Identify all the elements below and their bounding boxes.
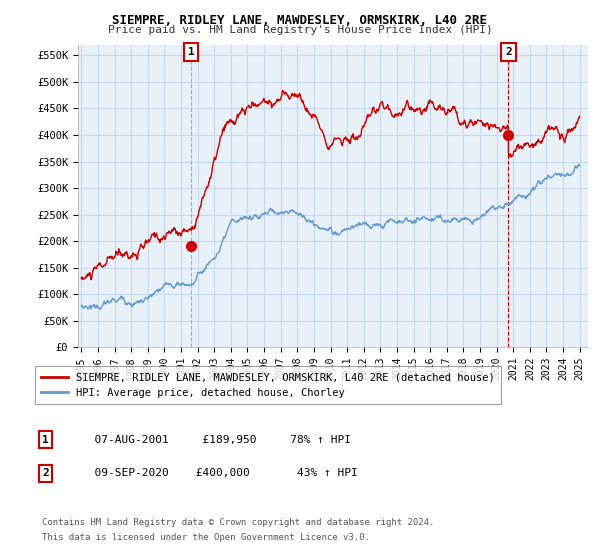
Text: This data is licensed under the Open Government Licence v3.0.: This data is licensed under the Open Gov… — [42, 533, 370, 542]
Text: 1: 1 — [188, 48, 194, 57]
Text: Contains HM Land Registry data © Crown copyright and database right 2024.: Contains HM Land Registry data © Crown c… — [42, 518, 434, 527]
Text: 07-AUG-2001     £189,950     78% ↑ HPI: 07-AUG-2001 £189,950 78% ↑ HPI — [81, 435, 351, 445]
Text: 2: 2 — [42, 468, 49, 478]
Text: Price paid vs. HM Land Registry's House Price Index (HPI): Price paid vs. HM Land Registry's House … — [107, 25, 493, 35]
Text: 1: 1 — [42, 435, 49, 445]
Text: 09-SEP-2020    £400,000       43% ↑ HPI: 09-SEP-2020 £400,000 43% ↑ HPI — [81, 468, 358, 478]
Text: 2: 2 — [505, 48, 512, 57]
Legend: SIEMPRE, RIDLEY LANE, MAWDESLEY, ORMSKIRK, L40 2RE (detached house), HPI: Averag: SIEMPRE, RIDLEY LANE, MAWDESLEY, ORMSKIR… — [35, 366, 501, 404]
Text: SIEMPRE, RIDLEY LANE, MAWDESLEY, ORMSKIRK, L40 2RE: SIEMPRE, RIDLEY LANE, MAWDESLEY, ORMSKIR… — [113, 14, 487, 27]
